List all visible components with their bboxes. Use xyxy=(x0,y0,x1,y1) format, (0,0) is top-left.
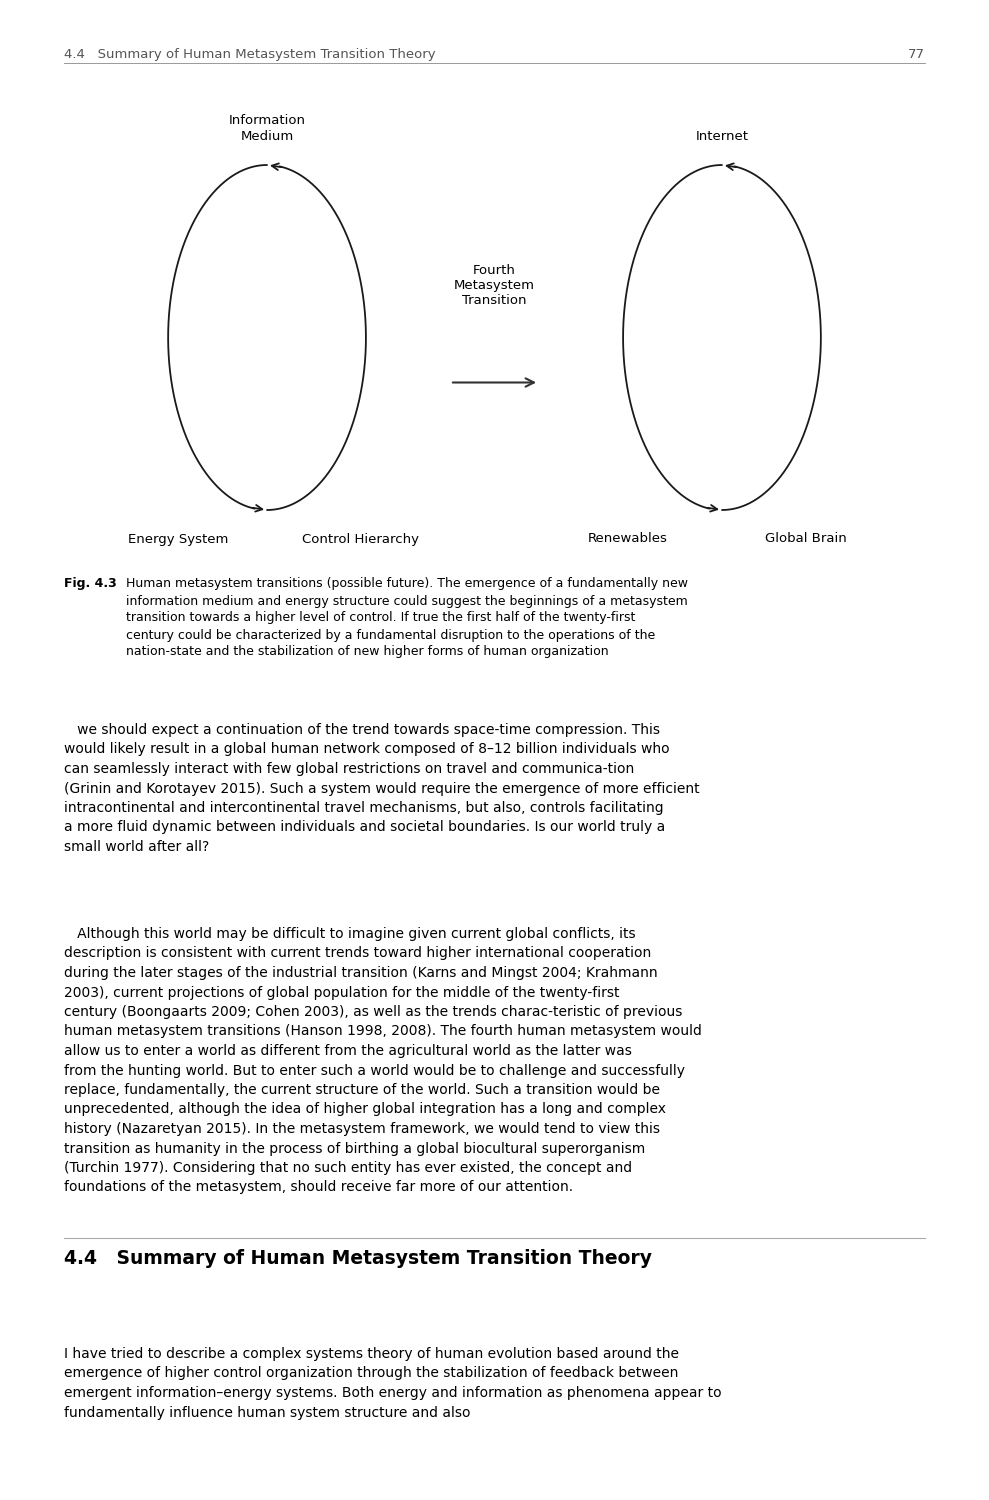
Text: Energy System: Energy System xyxy=(128,532,228,546)
Text: 4.4   Summary of Human Metasystem Transition Theory: 4.4 Summary of Human Metasystem Transiti… xyxy=(64,1250,653,1269)
Text: Fig. 4.3: Fig. 4.3 xyxy=(64,578,117,591)
Text: Global Brain: Global Brain xyxy=(765,532,847,546)
Text: Renewables: Renewables xyxy=(588,532,668,546)
Text: I have tried to describe a complex systems theory of human evolution based aroun: I have tried to describe a complex syste… xyxy=(64,1347,722,1419)
Text: 77: 77 xyxy=(908,48,925,62)
Text: Although this world may be difficult to imagine given current global conflicts, : Although this world may be difficult to … xyxy=(64,927,702,1194)
Text: Human metasystem transitions (possible future). The emergence of a fundamentally: Human metasystem transitions (possible f… xyxy=(126,578,687,658)
Text: 4.4   Summary of Human Metasystem Transition Theory: 4.4 Summary of Human Metasystem Transiti… xyxy=(64,48,436,62)
Text: Internet: Internet xyxy=(695,129,749,142)
Text: we should expect a continuation of the trend towards space-time compression. Thi: we should expect a continuation of the t… xyxy=(64,723,700,854)
Text: Information
Medium: Information Medium xyxy=(228,114,306,142)
Text: Fourth
Metasystem
Transition: Fourth Metasystem Transition xyxy=(454,264,535,308)
Text: Control Hierarchy: Control Hierarchy xyxy=(303,532,419,546)
